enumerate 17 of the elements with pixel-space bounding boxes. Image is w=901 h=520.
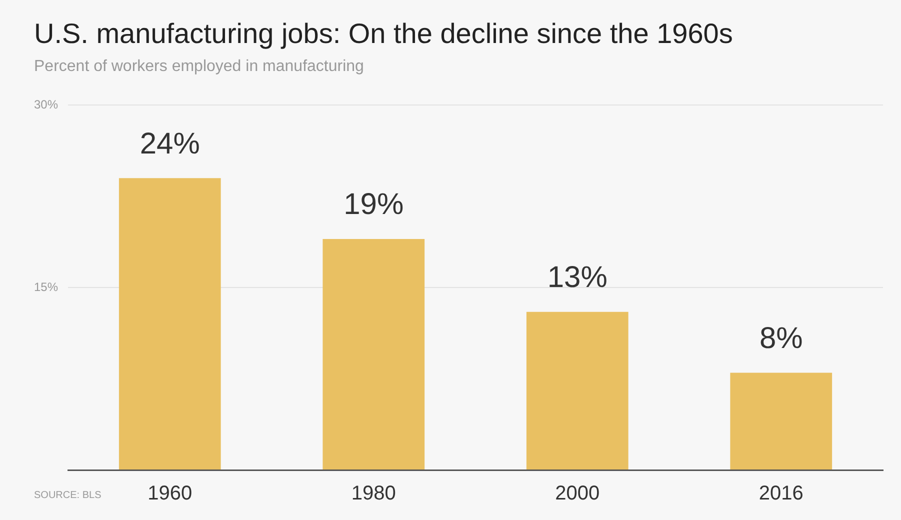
- bar: [118, 178, 221, 470]
- chart-subtitle: Percent of workers employed in manufacturing: [34, 58, 364, 76]
- x-tick-label: 1960: [148, 482, 192, 505]
- x-tick-label: 1980: [351, 482, 396, 505]
- data-label: 13%: [547, 261, 608, 294]
- bar: [730, 372, 832, 470]
- x-tick-label: 2000: [555, 482, 600, 505]
- y-tick-label: 30%: [34, 98, 58, 112]
- chart-title: U.S. manufacturing jobs: On the decline since the 1960s: [34, 18, 733, 50]
- data-label: 8%: [759, 322, 803, 355]
- y-tick-label: 15%: [34, 280, 58, 294]
- data-label: 24%: [140, 127, 200, 160]
- bar: [322, 238, 425, 470]
- x-tick-label: 2016: [758, 482, 804, 505]
- data-label: 19%: [344, 188, 404, 222]
- source-note: SOURCE: BLS: [34, 490, 102, 501]
- bar: [526, 312, 628, 470]
